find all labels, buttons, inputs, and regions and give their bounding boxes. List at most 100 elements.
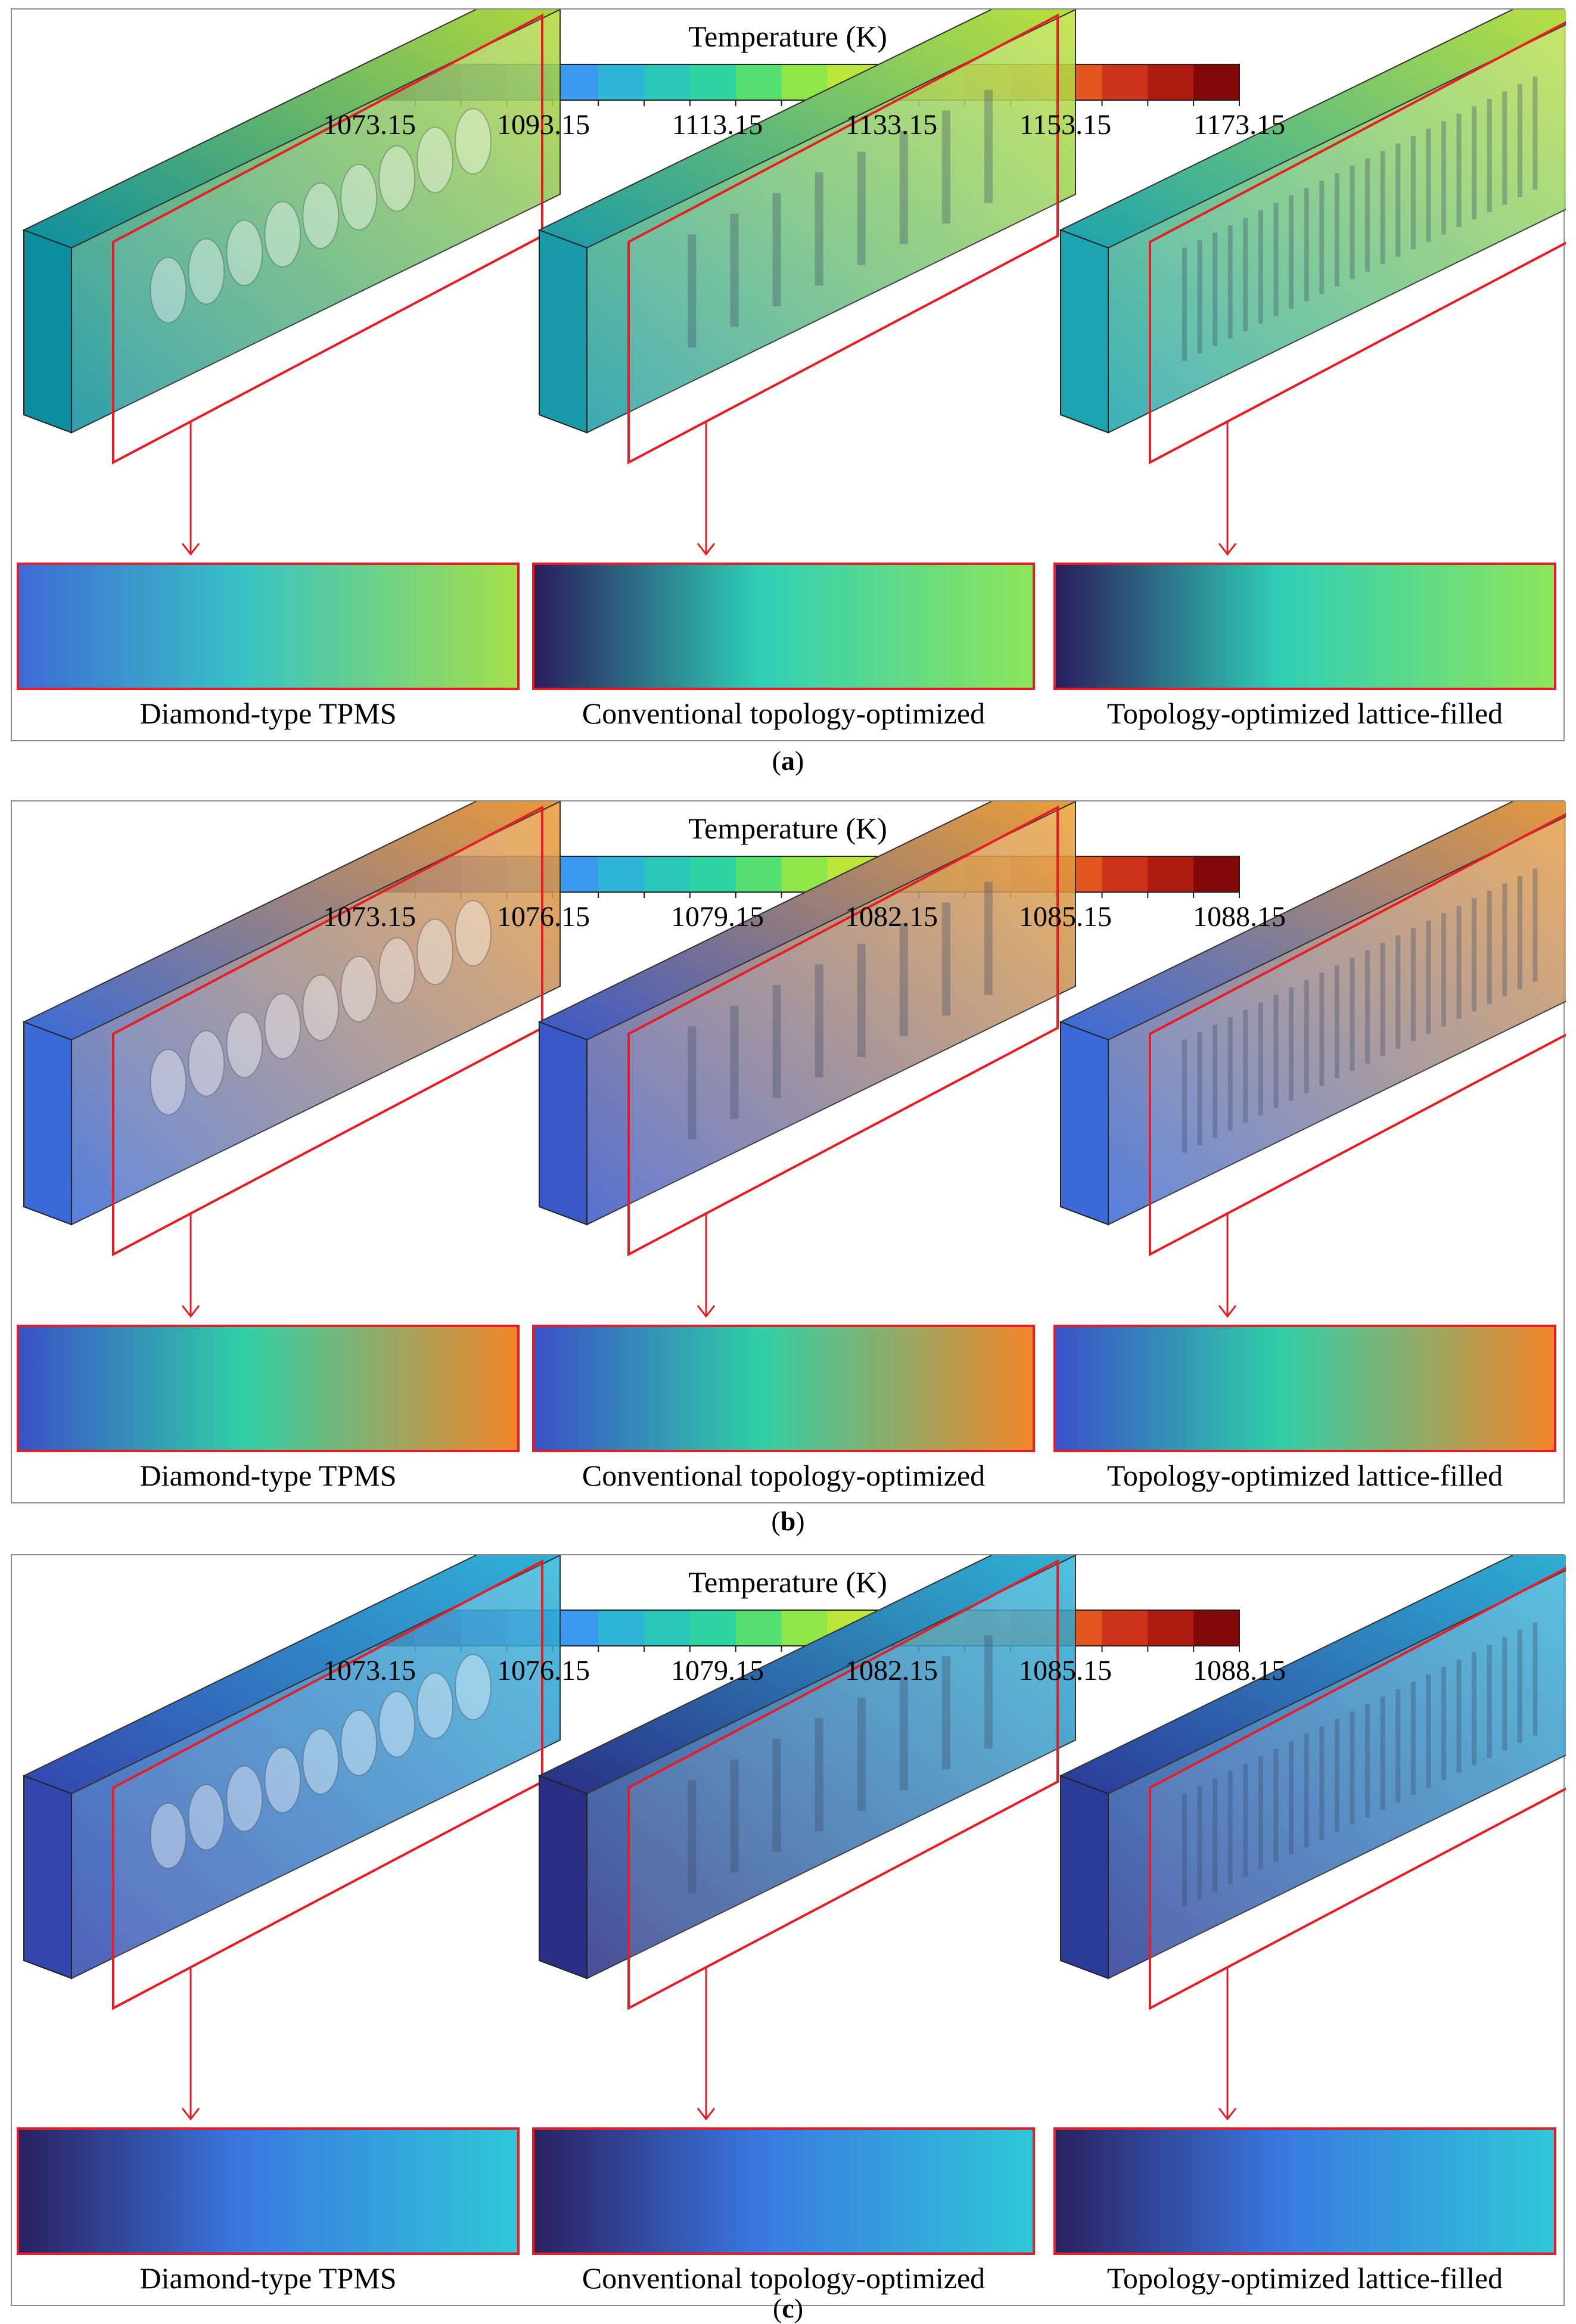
lattice-strut: [1517, 875, 1522, 989]
tpms-cell: [226, 1011, 263, 1079]
tpms-cell: [340, 955, 378, 1023]
lattice-strut: [1258, 210, 1263, 324]
lattice-strut: [1395, 935, 1401, 1049]
lattice-strut: [1258, 1756, 1263, 1870]
tpms-cell: [150, 1802, 187, 1869]
colorbar-tick-label: 1079.15: [671, 901, 764, 933]
lattice-strut: [1517, 83, 1522, 197]
lattice-strut: [1182, 247, 1187, 361]
lattice-strut: [815, 964, 823, 1078]
lattice-strut: [1426, 128, 1431, 242]
section-plane-frame: [1149, 1567, 1566, 2011]
lattice-strut: [1227, 1017, 1233, 1131]
section-slice: [17, 1325, 520, 1452]
colorbar-segment: [644, 64, 691, 100]
colorbar-tick-label: 1093.15: [497, 109, 590, 141]
colorbar-tick-label: 1133.15: [845, 109, 938, 141]
subfigure-letter: c: [782, 2293, 794, 2323]
lattice-strut: [688, 234, 697, 348]
tpms-cell: [226, 219, 263, 287]
colorbar-tick-label: 1082.15: [845, 1655, 938, 1686]
model-caption: Topology-optimized lattice-filled: [1106, 1459, 1503, 1492]
beam-end-face: [23, 1021, 72, 1226]
lattice-strut: [1182, 1039, 1187, 1153]
lattice-strut: [1350, 166, 1355, 279]
section-plane-frame: [627, 1559, 1059, 2011]
beam-model-1: [17, 10, 562, 690]
lattice-strut: [1304, 980, 1309, 1093]
lattice-strut: [1289, 1741, 1294, 1855]
lattice-strut: [1410, 136, 1416, 250]
panel-c: Temperature (K) 1073.15 1076.15 1079.15 1082…: [11, 1554, 1566, 2306]
subfigure-letter: b: [780, 1506, 796, 1536]
colorbar-tick-label: 1088.15: [1193, 1655, 1286, 1686]
lattice-strut: [1533, 868, 1538, 982]
lattice-strut: [815, 172, 823, 286]
lattice-strut: [688, 1026, 697, 1140]
tpms-cell: [455, 108, 492, 175]
model-caption: Conventional topology-optimized: [582, 2261, 986, 2295]
colorbar-title: Temperature (K): [688, 812, 887, 845]
lattice-strut: [899, 1677, 908, 1790]
lattice-strut: [1410, 1682, 1416, 1795]
lattice-strut: [1426, 920, 1431, 1034]
colorbar-title: Temperature (K): [688, 20, 887, 53]
section-plane-frame: [1149, 813, 1566, 1257]
tpms-cell: [416, 1672, 454, 1739]
lattice-strut: [1456, 905, 1462, 1019]
lattice-strut: [1273, 203, 1279, 316]
lattice-strut: [1456, 1659, 1462, 1773]
lattice-strut: [1319, 181, 1325, 294]
lattice-strut: [857, 943, 866, 1057]
lattice-strut: [1319, 1726, 1325, 1840]
model-caption: Conventional topology-optimized: [582, 697, 986, 730]
lattice-strut: [772, 985, 781, 1098]
colorbar-tick-label: 1073.15: [323, 1655, 416, 1686]
lattice-strut: [941, 902, 950, 1016]
lattice-strut: [1395, 143, 1401, 257]
model-caption: Topology-optimized lattice-filled: [1106, 697, 1503, 730]
lattice-pattern: [150, 108, 492, 324]
lattice-strut: [1227, 225, 1233, 339]
lattice-strut: [1197, 240, 1202, 354]
lattice-strut: [1487, 1644, 1492, 1758]
beam-end-face: [539, 229, 587, 434]
beam-model-1: [17, 801, 562, 1452]
lattice-strut: [1502, 1637, 1507, 1751]
beam-end-face: [1060, 1775, 1109, 1980]
colorbar-tick-label: 1085.15: [1019, 1655, 1112, 1686]
colorbar-tick-label: 1088.15: [1193, 901, 1286, 933]
colorbar-segment: [689, 1610, 736, 1646]
tpms-cell: [150, 1048, 187, 1116]
lattice-strut: [1213, 1778, 1218, 1892]
beam-model-1: [17, 1555, 562, 2255]
tpms-cell: [188, 238, 225, 305]
lattice-strut: [857, 1697, 866, 1811]
lattice-pattern: [1182, 76, 1538, 361]
lattice-strut: [1182, 1793, 1187, 1907]
lattice-pattern: [688, 89, 993, 348]
colorbar-segment: [1193, 856, 1240, 892]
lattice-strut: [1533, 1622, 1538, 1736]
beam-end-face: [23, 1775, 72, 1980]
lattice-strut: [1364, 158, 1370, 272]
panel-graphics: [17, 1555, 1566, 2255]
lattice-pattern: [1182, 1622, 1538, 1907]
section-slice: [532, 1325, 1035, 1452]
colorbar-tick-label: 1076.15: [497, 901, 590, 933]
tpms-cell: [188, 1784, 225, 1851]
subfigure-label: (c): [772, 2293, 804, 2323]
lattice-strut: [1273, 1748, 1279, 1862]
lattice-strut: [1213, 232, 1218, 346]
tpms-cell: [264, 201, 301, 268]
subfigure-label: (a): [772, 745, 804, 776]
lattice-strut: [688, 1780, 697, 1894]
lattice-strut: [772, 1739, 781, 1852]
lattice-strut: [1502, 883, 1507, 997]
colorbar-tick-label: 1113.15: [672, 109, 763, 141]
colorbar-segment: [1148, 1610, 1194, 1646]
tpms-cell: [378, 1691, 416, 1758]
beam-model-2: [532, 1555, 1077, 2255]
beam-end-face: [1060, 1021, 1109, 1226]
lattice-strut: [1456, 113, 1462, 227]
